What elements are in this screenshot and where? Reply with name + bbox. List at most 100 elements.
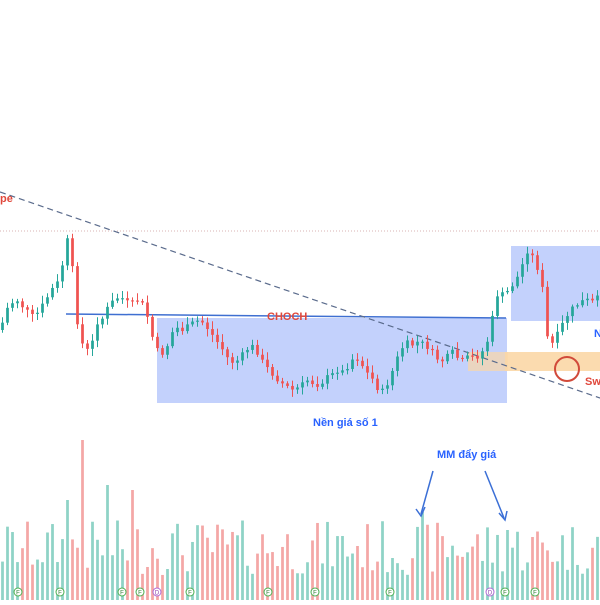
volume-bar xyxy=(81,440,84,600)
candle-down xyxy=(291,385,294,390)
candle-up xyxy=(466,355,469,359)
volume-bars xyxy=(1,440,599,600)
volume-bar xyxy=(206,537,209,600)
volume-bar xyxy=(131,490,134,600)
candle-down xyxy=(316,384,319,387)
candle-up xyxy=(116,298,119,301)
candle-up xyxy=(1,322,4,330)
volume-bar xyxy=(291,569,294,600)
volume-marker-letter: F xyxy=(16,591,20,597)
candle-up xyxy=(446,353,449,362)
volume-marker: F xyxy=(385,587,395,597)
candle-down xyxy=(266,359,269,368)
volume-bar xyxy=(146,566,149,600)
volume-bar xyxy=(46,532,49,600)
candle-up xyxy=(96,324,99,341)
volume-bar xyxy=(281,546,284,600)
left-arrow-head xyxy=(415,506,426,518)
candle-up xyxy=(46,297,49,304)
candle-down xyxy=(361,360,364,367)
volume-bar xyxy=(336,536,339,600)
volume-bar xyxy=(51,524,54,600)
candle-down xyxy=(161,348,164,355)
candle-up xyxy=(41,303,44,313)
candle-up xyxy=(251,344,254,350)
candle-up xyxy=(336,372,339,374)
trendline xyxy=(0,191,600,399)
volume-bar xyxy=(216,524,219,600)
candle-up xyxy=(506,290,509,293)
candle-down xyxy=(231,357,234,363)
volume-bar xyxy=(201,525,204,600)
candle-up xyxy=(196,320,199,322)
volume-bar xyxy=(571,527,574,600)
volume-bar xyxy=(1,561,4,600)
volume-bar xyxy=(356,546,359,600)
candle-down xyxy=(281,381,284,384)
volume-bar xyxy=(151,548,154,600)
candle-up xyxy=(576,305,579,307)
volume-bar xyxy=(141,573,144,600)
volume-bar xyxy=(476,534,479,600)
volume-marker-letter: F xyxy=(138,591,142,597)
candle-up xyxy=(321,383,324,387)
volume-bar xyxy=(556,561,559,600)
volume-marker-letter: F xyxy=(503,591,507,597)
volume-bar xyxy=(186,571,189,600)
volume-bar xyxy=(121,549,124,600)
candle-down xyxy=(146,302,149,317)
volume-bar xyxy=(196,525,199,600)
volume-bar xyxy=(526,562,529,600)
candle-up xyxy=(386,385,389,389)
volume-bar xyxy=(416,526,419,600)
volume-marker-letter: F xyxy=(533,591,537,597)
volume-marker: F xyxy=(310,587,320,597)
candle-up xyxy=(301,382,304,388)
candle-up xyxy=(406,340,409,349)
candle-up xyxy=(166,346,169,355)
volume-bar xyxy=(71,539,74,600)
candle-up xyxy=(11,303,14,308)
candle-down xyxy=(31,309,34,315)
volume-bar xyxy=(516,531,519,600)
candle-down xyxy=(551,336,554,343)
volume-bar xyxy=(241,520,244,600)
volume-bar xyxy=(461,556,464,600)
candle-down xyxy=(221,342,224,350)
swing-circle xyxy=(554,356,580,382)
candle-up xyxy=(581,300,584,306)
volume-bar xyxy=(451,545,454,600)
candle-up xyxy=(511,286,514,291)
volume-marker: F xyxy=(135,587,145,597)
volume-bar xyxy=(546,550,549,600)
volume-bar xyxy=(226,544,229,600)
volume-bar xyxy=(376,561,379,600)
candle-up xyxy=(236,360,239,363)
candle-down xyxy=(591,298,594,301)
volume-bar xyxy=(466,552,469,600)
candle-down xyxy=(531,253,534,256)
candle-down xyxy=(261,354,264,360)
volume-bar xyxy=(591,547,594,600)
volume-bar xyxy=(261,534,264,600)
candle-down xyxy=(26,307,29,310)
volume-bar xyxy=(221,529,224,600)
volume-bar xyxy=(26,521,29,600)
candle-up xyxy=(526,253,529,265)
right-box-label: N xyxy=(594,328,600,340)
volume-marker-letter: F xyxy=(388,591,392,597)
volume-bar xyxy=(66,500,69,600)
volume-marker-letter: F xyxy=(313,591,317,597)
candle-up xyxy=(121,298,124,300)
candle-down xyxy=(131,300,134,302)
volume-bar xyxy=(251,573,254,600)
volume-bar xyxy=(236,535,239,600)
volume-marker-letter: D xyxy=(488,591,493,597)
volume-bar xyxy=(161,574,164,600)
volume-bar xyxy=(331,566,334,600)
trendline-label: pe xyxy=(0,193,13,205)
candle-down xyxy=(541,269,544,287)
candle-up xyxy=(421,341,424,343)
volume-bar xyxy=(411,558,414,600)
